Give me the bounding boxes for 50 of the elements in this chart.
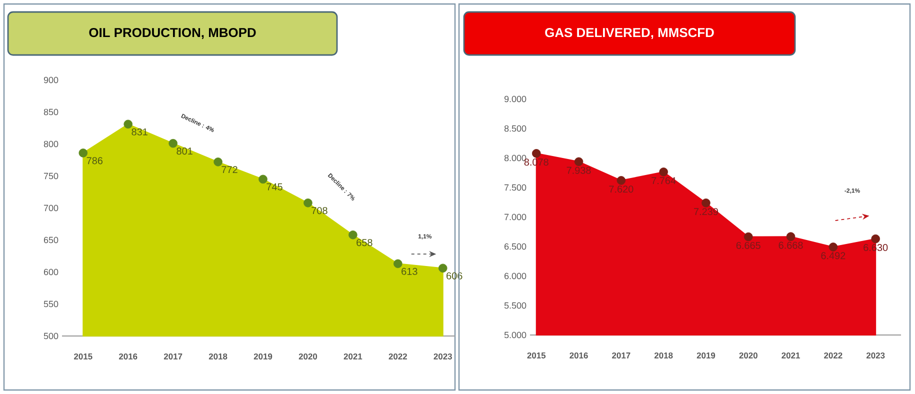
y-tick-label: 650 xyxy=(44,236,58,244)
data-label: 801 xyxy=(176,148,192,155)
data-label: 6.665 xyxy=(736,242,760,249)
data-label: 7.764 xyxy=(652,177,676,184)
chart-title: OIL PRODUCTION, MBOPD xyxy=(89,28,256,40)
x-tick-label: 2021 xyxy=(782,352,800,358)
data-label: 772 xyxy=(222,166,238,174)
x-tick-label: 2023 xyxy=(434,353,452,360)
y-tick-label: 900 xyxy=(44,76,58,84)
data-label: 786 xyxy=(86,157,103,164)
y-tick-label: 5.000 xyxy=(504,332,526,338)
y-tick-label: 9.000 xyxy=(504,96,526,102)
y-tick-label: 5.500 xyxy=(504,302,526,309)
x-tick-label: 2016 xyxy=(570,352,588,358)
x-tick-label: 2022 xyxy=(388,353,407,360)
x-tick-label: 2017 xyxy=(612,352,630,358)
chart-title: GAS DELIVERED, MMSCFD xyxy=(545,28,714,40)
y-tick-label: 6.000 xyxy=(504,272,526,280)
y-tick-label: 550 xyxy=(44,300,58,308)
x-tick-label: 2018 xyxy=(654,352,673,358)
x-tick-label: 2023 xyxy=(866,352,885,358)
data-label: 7.620 xyxy=(609,186,634,193)
y-tick-label: 700 xyxy=(44,204,58,212)
y-tick-label: 750 xyxy=(44,172,58,180)
x-tick-label: 2017 xyxy=(164,353,182,360)
y-tick-label: 850 xyxy=(44,108,58,116)
x-tick-label: 2019 xyxy=(696,352,716,358)
x-tick-label: 2015 xyxy=(527,352,546,358)
x-tick-label: 2020 xyxy=(298,353,318,360)
data-label: 7.938 xyxy=(566,166,591,174)
data-label: 831 xyxy=(132,128,148,136)
y-tick-label: 7.500 xyxy=(504,184,526,191)
y-tick-label: 7.000 xyxy=(504,214,526,220)
x-tick-label: 2019 xyxy=(254,353,272,360)
x-tick-label: 2016 xyxy=(118,353,138,360)
x-tick-label: 2021 xyxy=(344,353,362,360)
y-tick-label: 800 xyxy=(44,140,58,148)
y-tick-label: 6.500 xyxy=(504,243,526,250)
data-label: 7.239 xyxy=(694,208,718,216)
x-tick-label: 2020 xyxy=(739,352,758,358)
y-tick-label: 600 xyxy=(44,268,58,276)
y-tick-label: 500 xyxy=(44,332,58,340)
y-tick-label: 8.000 xyxy=(504,154,526,162)
y-tick-label: 8.500 xyxy=(504,125,526,132)
x-tick-label: 2015 xyxy=(74,353,92,360)
data-label: 613 xyxy=(402,268,418,275)
data-label: 6.492 xyxy=(821,252,846,260)
x-tick-label: 2018 xyxy=(208,353,228,360)
x-tick-label: 2022 xyxy=(824,352,842,358)
data-label: 6.668 xyxy=(778,242,803,249)
